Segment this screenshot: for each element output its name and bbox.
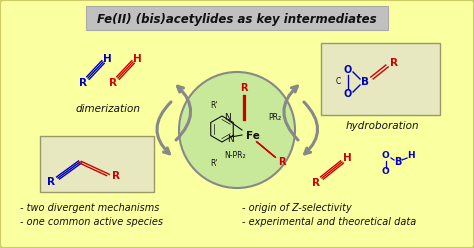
Text: N: N — [228, 134, 234, 144]
Text: B: B — [394, 157, 401, 167]
Text: N-PR₂: N-PR₂ — [224, 151, 246, 159]
Circle shape — [179, 72, 295, 188]
Text: R: R — [47, 177, 55, 187]
Text: H: H — [133, 54, 141, 64]
Text: - two divergent mechanisms: - two divergent mechanisms — [20, 203, 159, 213]
Text: - origin of Z-selectivity: - origin of Z-selectivity — [242, 203, 352, 213]
Text: R: R — [109, 78, 117, 88]
Text: R': R' — [210, 100, 218, 110]
Text: B: B — [361, 77, 369, 87]
Text: C: C — [336, 77, 341, 87]
Text: hydroboration: hydroboration — [345, 121, 419, 131]
Text: - experimental and theoretical data: - experimental and theoretical data — [242, 217, 416, 227]
Text: H: H — [103, 54, 111, 64]
Text: R: R — [112, 171, 120, 181]
Text: R: R — [240, 83, 248, 93]
Text: R: R — [79, 78, 87, 88]
Text: O: O — [381, 152, 389, 160]
Text: R': R' — [210, 158, 218, 167]
FancyBboxPatch shape — [86, 6, 388, 30]
Text: R: R — [390, 58, 398, 68]
Text: O: O — [344, 65, 352, 75]
Text: Fe(II) (bis)acetylides as key intermediates: Fe(II) (bis)acetylides as key intermedia… — [97, 12, 377, 26]
Text: H: H — [407, 152, 415, 160]
Text: H: H — [343, 153, 351, 163]
Text: R: R — [278, 157, 286, 167]
FancyBboxPatch shape — [40, 136, 154, 192]
Text: R: R — [312, 178, 320, 188]
Text: PR₂: PR₂ — [268, 113, 281, 122]
FancyBboxPatch shape — [321, 43, 440, 115]
Text: N: N — [225, 113, 231, 122]
Text: dimerization: dimerization — [75, 104, 140, 114]
Text: O: O — [381, 167, 389, 177]
Text: Fe: Fe — [246, 131, 260, 141]
Text: O: O — [344, 89, 352, 99]
Text: - one common active species: - one common active species — [20, 217, 163, 227]
